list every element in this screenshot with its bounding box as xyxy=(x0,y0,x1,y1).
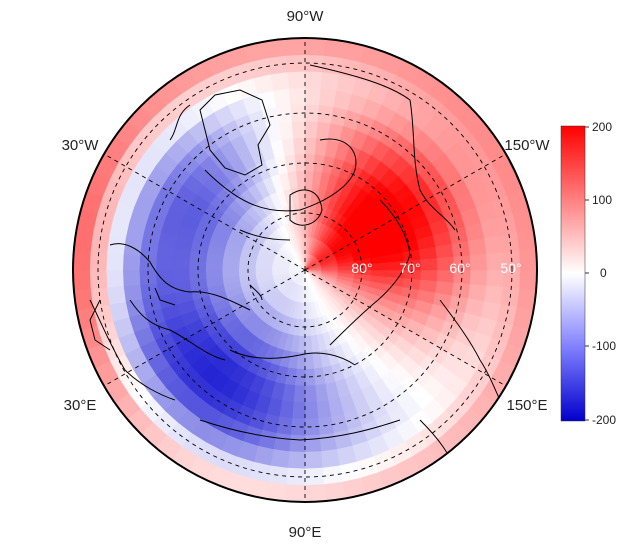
field-cell xyxy=(122,253,141,271)
latitude-circle xyxy=(147,112,463,428)
field-cell xyxy=(155,256,174,271)
field-cell xyxy=(469,269,488,287)
field-cell xyxy=(221,269,240,278)
field-cell xyxy=(420,258,438,271)
colorbar-tick-0: 0 xyxy=(600,266,607,280)
field-cell xyxy=(304,87,322,106)
field-cell xyxy=(304,385,317,403)
field-cell xyxy=(519,269,537,291)
field-cell xyxy=(304,335,313,354)
meridian-line xyxy=(103,153,306,271)
field-cell xyxy=(484,285,504,305)
lat-label-80: 80° xyxy=(351,260,372,276)
field-cell xyxy=(172,269,190,282)
field-cell xyxy=(288,87,306,106)
field-cell xyxy=(291,401,306,420)
colorbar-tick-200: 200 xyxy=(592,120,612,134)
field-cell xyxy=(156,281,175,297)
lon-label-150e: 150°E xyxy=(506,397,547,414)
graticule xyxy=(97,38,513,502)
field-cell xyxy=(316,400,332,419)
lon-label-150w: 150°W xyxy=(504,137,550,154)
field-cell xyxy=(304,368,316,387)
field-cell xyxy=(469,253,488,271)
field-cell xyxy=(90,287,110,308)
field-cell xyxy=(304,434,322,453)
field-cell xyxy=(291,120,306,139)
field-cell xyxy=(287,70,306,89)
latitude-circle xyxy=(97,62,513,478)
field-cell xyxy=(304,484,326,502)
field-cell xyxy=(122,269,141,287)
meridian-line xyxy=(103,269,306,387)
field-cell xyxy=(284,38,306,56)
field-cell xyxy=(435,243,454,259)
field-cell xyxy=(73,249,91,271)
field-cell xyxy=(285,467,306,486)
field-cell xyxy=(288,434,306,453)
map-boundary xyxy=(72,37,538,503)
coastlines xyxy=(89,64,501,471)
latitude-circle xyxy=(197,162,413,378)
field-cell xyxy=(370,262,389,271)
field-cell xyxy=(294,153,306,172)
field-cell xyxy=(272,88,291,108)
field-cell xyxy=(304,120,319,139)
anomaly-field xyxy=(73,38,537,502)
field-cell xyxy=(319,432,338,452)
field-cell xyxy=(304,70,323,89)
lon-label-90w: 90°W xyxy=(287,8,325,25)
field-cell xyxy=(275,104,293,124)
field-cell xyxy=(467,237,487,256)
field-cell xyxy=(205,269,223,279)
field-cell xyxy=(270,449,290,469)
field-cell xyxy=(123,284,143,303)
field-cell xyxy=(188,269,207,281)
lon-label-90e: 90°E xyxy=(289,524,322,541)
colorbar-ramp xyxy=(560,125,586,422)
field-cell xyxy=(293,385,306,403)
field-cell xyxy=(287,451,306,470)
field-cell xyxy=(304,401,319,420)
field-cell xyxy=(106,285,126,305)
field-cell xyxy=(278,121,294,140)
field-cell xyxy=(519,249,537,271)
colorbar: 200 100 0 -100 -200 xyxy=(560,120,616,427)
field-cell xyxy=(90,232,110,253)
field-cell xyxy=(293,137,306,155)
colorbar-tick-minus-200: -200 xyxy=(592,413,616,427)
field-cell xyxy=(320,71,340,91)
field-cell xyxy=(270,71,290,91)
field-cell xyxy=(285,54,306,73)
colorbar-tick-minus-100: -100 xyxy=(592,339,616,353)
lon-label-30w: 30°W xyxy=(62,137,100,154)
colorbar-tick-100: 100 xyxy=(592,193,612,207)
lat-label-60: 60° xyxy=(449,260,470,276)
field-cell xyxy=(172,258,190,271)
field-cell xyxy=(284,484,306,502)
field-cell xyxy=(105,252,124,271)
meridian-line xyxy=(304,269,507,387)
field-cell xyxy=(106,235,126,255)
field-cell xyxy=(73,269,91,291)
field-cell xyxy=(296,170,306,188)
field-cell xyxy=(420,269,438,282)
field-cell xyxy=(304,137,317,155)
lat-label-70: 70° xyxy=(399,260,420,276)
meridian-line xyxy=(304,153,507,271)
field-cell xyxy=(320,449,340,469)
field-cell xyxy=(105,269,124,288)
lat-label-50: 50° xyxy=(500,260,521,276)
field-cell xyxy=(304,451,323,470)
field-cell xyxy=(484,235,504,255)
field-cell xyxy=(304,352,314,370)
lon-label-30e: 30°E xyxy=(64,397,97,414)
field-cell xyxy=(304,418,320,437)
field-cell xyxy=(304,38,326,56)
